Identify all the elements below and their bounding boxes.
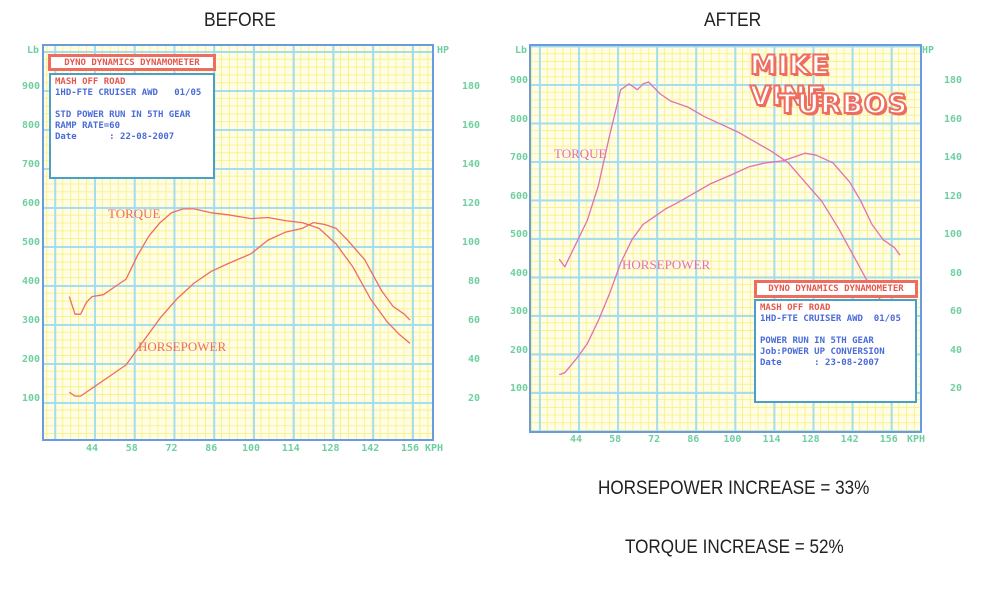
info-line: STD POWER RUN IN 5TH GEAR: [55, 110, 191, 120]
info-line: Job:POWER UP CONVERSION: [760, 347, 885, 357]
y-axis-tick-label: 300: [21, 315, 40, 326]
y-axis-tick-label: 500: [509, 229, 528, 240]
left-axis-unit: Lb: [515, 45, 528, 56]
x-axis-tick-label: 44: [569, 434, 583, 445]
x-axis-tick-label: 142: [361, 443, 380, 454]
chart-plot-area: [529, 44, 922, 433]
y-axis-tick-label: 800: [21, 120, 40, 131]
y2-axis-tick-label: 20: [467, 393, 480, 404]
y-axis-tick-label: 300: [509, 306, 528, 317]
info-line: Date : 23-08-2007: [760, 358, 880, 368]
y2-axis-tick-label: 40: [949, 344, 962, 356]
x-axis-tick-label: 86: [687, 434, 700, 445]
y-axis-tick-label: 700: [509, 152, 528, 163]
y2-axis-tick-label: 80: [467, 276, 480, 287]
y-axis-tick-label: 900: [21, 81, 40, 92]
x-axis-tick-label: 114: [762, 434, 781, 445]
mike-vine-turbos-logo-line1: MIKE VINE: [749, 49, 831, 113]
y2-axis-tick-label: 140: [943, 152, 962, 163]
x-axis-tick-label: 44: [85, 443, 99, 454]
torque-curve-label: TORQUE: [108, 206, 161, 221]
right-axis-unit: HP: [437, 45, 450, 56]
y-axis-tick-label: 400: [21, 276, 40, 287]
horsepower-curve: [558, 152, 901, 376]
y2-axis-tick-label: 160: [943, 113, 962, 125]
x-axis-tick-label: 72: [648, 434, 661, 445]
y2-axis-tick-label: 60: [949, 306, 962, 317]
dyno-info-title: DYNO DYNAMICS DYNAMOMETER: [754, 280, 918, 298]
left-axis-unit: Lb: [27, 45, 40, 56]
torque-curve: [558, 81, 901, 322]
x-axis-tick-label: 156: [879, 434, 898, 445]
x-axis-tick-label: 58: [125, 443, 138, 454]
horsepower-increase-text: HORSEPOWER INCREASE = 33%: [598, 478, 870, 499]
horsepower-curve-label: HORSEPOWER: [138, 339, 227, 354]
before-heading: BEFORE: [204, 10, 276, 31]
y-axis-tick-label: 800: [509, 113, 528, 125]
x-axis-tick-label: 142: [840, 434, 859, 445]
info-line: MASH OFF ROAD: [760, 303, 831, 313]
x-axis-tick-label: 128: [801, 434, 820, 445]
y-axis-tick-label: 600: [21, 198, 40, 209]
y2-axis-tick-label: 160: [461, 120, 480, 131]
x-axis-tick-label: 156: [400, 443, 420, 454]
x-axis-unit: KPH: [907, 434, 926, 445]
info-line: RAMP RATE=60: [55, 121, 121, 131]
x-axis-unit: KPH: [425, 443, 444, 454]
info-line: 1HD-FTE CRUISER AWD 01/05: [55, 88, 202, 98]
y-axis-tick-label: 200: [509, 344, 528, 356]
right-axis-unit: HP: [922, 45, 935, 56]
dyno-info-title: DYNO DYNAMICS DYNAMOMETER: [48, 54, 216, 71]
mike-vine-turbos-logo-line2: TURBOS: [777, 88, 909, 121]
dyno-info-box: MASH OFF ROAD 1HD-FTE CRUISER AWD 01/05 …: [49, 73, 215, 179]
y2-axis-tick-label: 40: [467, 354, 480, 365]
y2-axis-tick-label: 180: [943, 75, 962, 86]
info-line: MASH OFF ROAD: [55, 77, 126, 87]
y2-axis-tick-label: 120: [461, 198, 480, 209]
y2-axis-tick-label: 20: [949, 383, 962, 394]
y-axis-tick-label: 600: [509, 190, 528, 202]
y2-axis-tick-label: 140: [461, 159, 480, 170]
horsepower-curve-label: HORSEPOWER: [622, 257, 711, 272]
horsepower-curve: [68, 221, 411, 397]
info-line: 1HD-FTE CRUISER AWD 01/05: [760, 314, 901, 324]
x-axis-tick-label: 86: [205, 443, 218, 454]
info-line: POWER RUN IN 5TH GEAR: [760, 336, 874, 346]
dyno-info-box: MASH OFF ROAD 1HD-FTE CRUISER AWD 01/05 …: [754, 299, 917, 403]
y-axis-tick-label: 900: [509, 75, 528, 86]
y-axis-tick-label: 100: [21, 393, 40, 404]
y2-axis-tick-label: 100: [461, 237, 480, 248]
y-axis-tick-label: 400: [509, 267, 528, 279]
x-axis-tick-label: 72: [165, 443, 178, 454]
x-axis-tick-label: 58: [609, 434, 622, 445]
x-axis-tick-label: 128: [321, 443, 340, 454]
y2-axis-tick-label: 60: [467, 315, 480, 326]
info-line: Date : 22-08-2007: [55, 132, 175, 142]
x-axis-tick-label: 114: [281, 443, 300, 454]
y-axis-tick-label: 100: [509, 383, 528, 394]
y-axis-tick-label: 700: [21, 159, 40, 170]
info-line: [760, 325, 911, 336]
torque-curve: [68, 208, 411, 344]
after-heading: AFTER: [704, 10, 762, 31]
x-axis-tick-label: 100: [723, 434, 742, 445]
y2-axis-tick-label: 180: [461, 81, 480, 92]
x-axis-tick-label: 100: [241, 443, 261, 454]
y2-axis-tick-label: 80: [949, 267, 962, 279]
torque-curve-label: TORQUE: [554, 146, 607, 161]
y-axis-tick-label: 500: [21, 237, 40, 248]
y2-axis-tick-label: 120: [943, 190, 962, 202]
y2-axis-tick-label: 100: [943, 229, 962, 240]
y-axis-tick-label: 200: [21, 354, 40, 365]
torque-increase-text: TORQUE INCREASE = 52%: [625, 537, 844, 558]
